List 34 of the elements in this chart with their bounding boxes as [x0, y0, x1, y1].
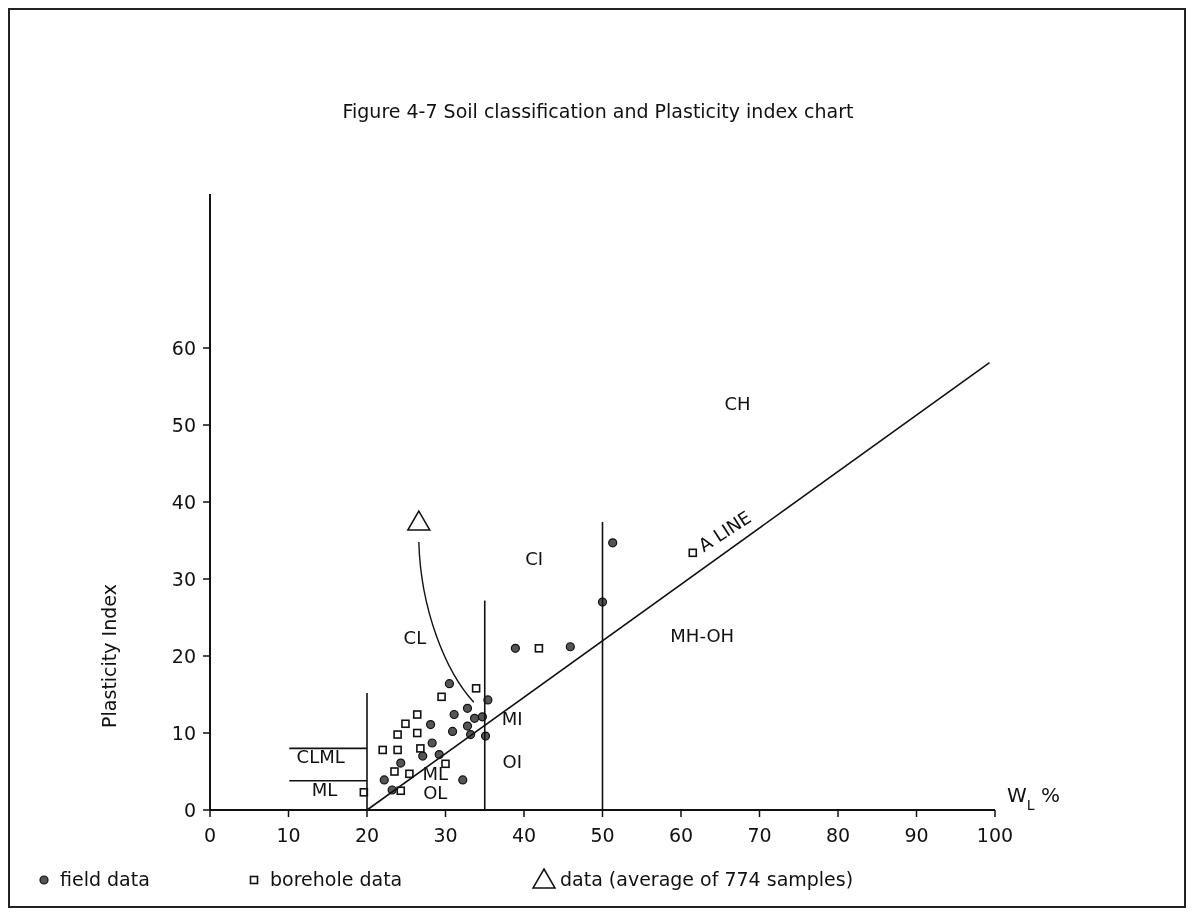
y-axis-title: Plasticity Index: [98, 584, 120, 728]
legend-label: borehole data: [270, 868, 403, 890]
annotation: OL: [423, 782, 448, 804]
x-tick-label: 100: [976, 824, 1014, 846]
x-tick-label: 30: [433, 824, 458, 846]
x-tick-label: 10: [276, 824, 301, 846]
annotation: MH-OH: [670, 625, 735, 647]
y-tick-label: 10: [171, 722, 196, 744]
y-tick-label: 0: [183, 799, 196, 821]
y-tick-label: 60: [171, 337, 196, 359]
y-tick-label: 40: [171, 491, 196, 513]
annotation: CLML: [296, 746, 345, 768]
x-tick-label: 0: [203, 824, 217, 846]
legend-label: data (average of 774 samples): [560, 868, 854, 890]
annotation: ML: [422, 762, 449, 784]
x-tick-label: 50: [590, 824, 615, 846]
x-tick-label: 20: [354, 824, 380, 846]
legend-label: field data: [60, 868, 150, 890]
x-axis-title: W$_{L}$ %: [1007, 783, 1060, 813]
annotation: MI: [501, 708, 523, 730]
x-tick-label: 70: [747, 824, 772, 846]
y-tick-label: 50: [171, 414, 196, 436]
x-tick-label: 80: [825, 824, 851, 846]
y-tick-label: 20: [171, 645, 196, 667]
x-tick-label: 90: [904, 824, 929, 846]
y-tick-label: 30: [171, 568, 196, 590]
annotation: CL: [403, 626, 427, 648]
chart-title: Figure 4-7 Soil classification and Plasticity index chart: [342, 100, 854, 122]
annotation: ML: [311, 779, 338, 801]
annotation: CI: [525, 548, 544, 570]
x-tick-label: 40: [511, 824, 537, 846]
x-tick-label: 60: [668, 824, 694, 846]
annotation: OI: [502, 750, 522, 772]
annotation: CH: [724, 392, 751, 414]
